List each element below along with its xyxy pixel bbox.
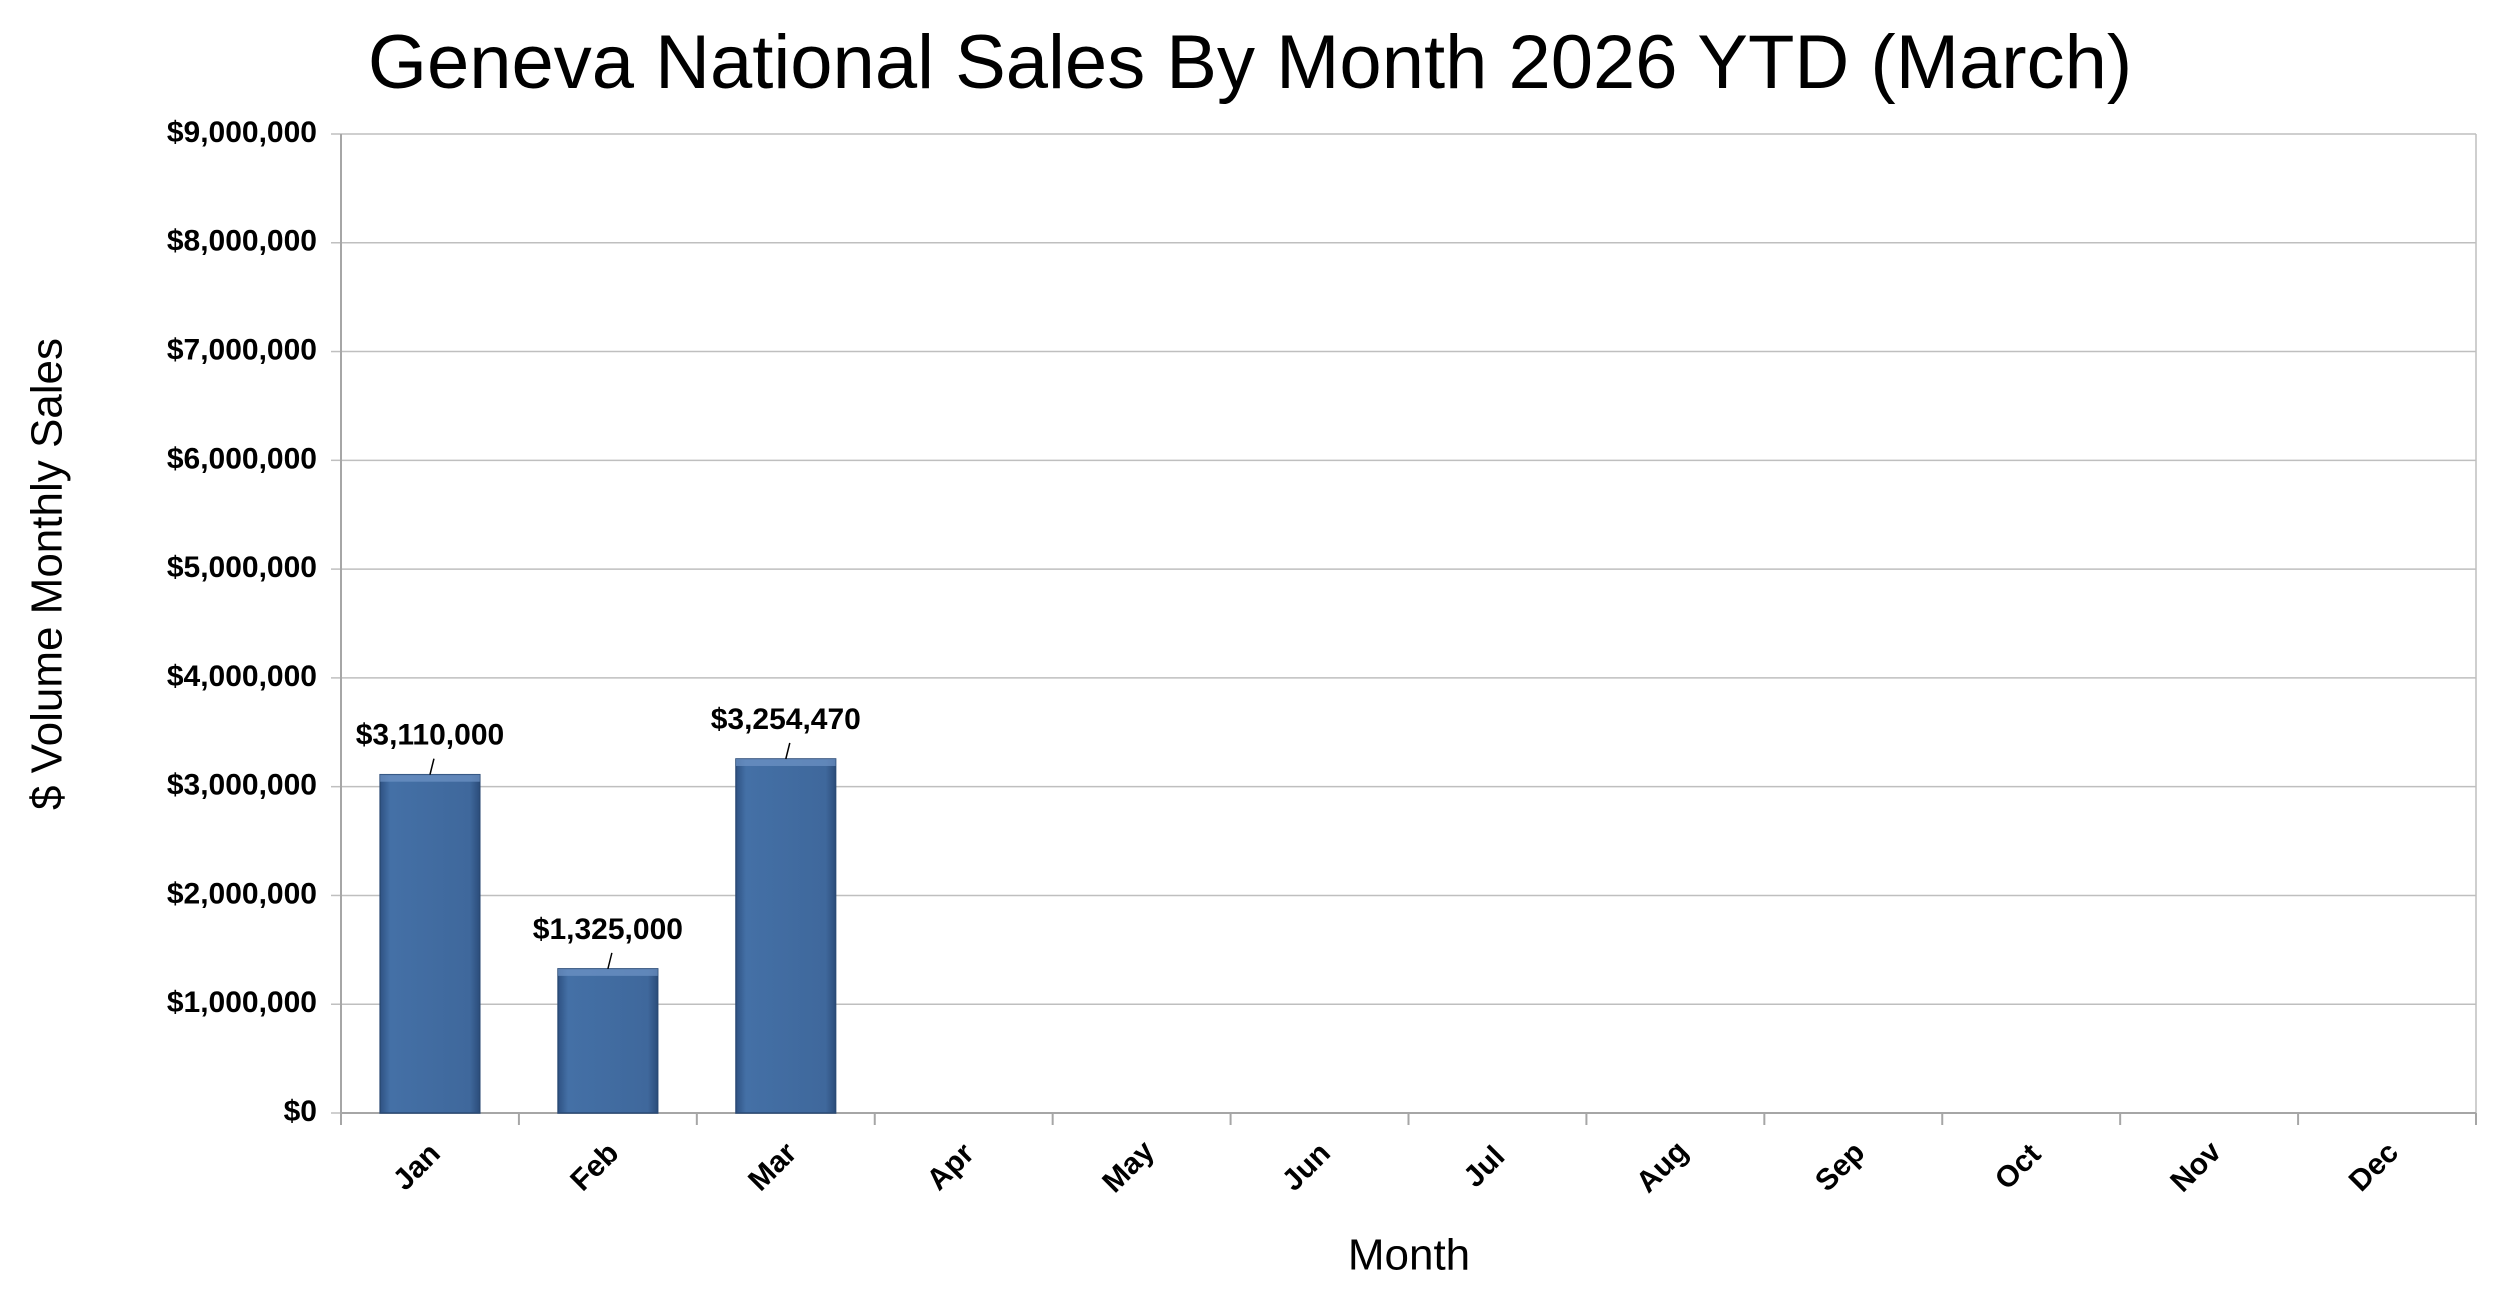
bar-top-bevel — [735, 758, 836, 766]
x-axis-label: Month — [1348, 1231, 1470, 1280]
bar-top-bevel — [558, 968, 658, 976]
bar — [735, 758, 837, 1114]
y-tick-label: $3,000,000 — [167, 769, 317, 802]
y-tick-label: $5,000,000 — [167, 551, 317, 584]
chart-title: Geneva National Sales By Month 2026 YTD … — [368, 20, 2132, 105]
y-tick-label: $8,000,000 — [167, 225, 317, 258]
y-tick-label: $7,000,000 — [167, 333, 317, 366]
data-label: $1,325,000 — [533, 913, 683, 946]
y-tick-label: $1,000,000 — [167, 986, 317, 1019]
y-tick-label: $9,000,000 — [167, 116, 317, 149]
label-leader — [429, 758, 435, 775]
data-label: $3,110,000 — [356, 719, 505, 752]
y-tick-label: $2,000,000 — [167, 877, 317, 910]
y-tick-label: $6,000,000 — [167, 442, 317, 475]
bar — [557, 968, 659, 1114]
y-tick-label: $4,000,000 — [167, 660, 317, 693]
bar — [379, 773, 481, 1114]
y-tick-label: $0 — [284, 1095, 317, 1128]
label-leader — [607, 952, 613, 970]
data-label: $3,254,470 — [711, 703, 861, 736]
bar-top-bevel — [380, 774, 480, 782]
y-axis-label: $ Volume Monthly Sales — [23, 338, 72, 810]
label-leader — [785, 742, 791, 760]
